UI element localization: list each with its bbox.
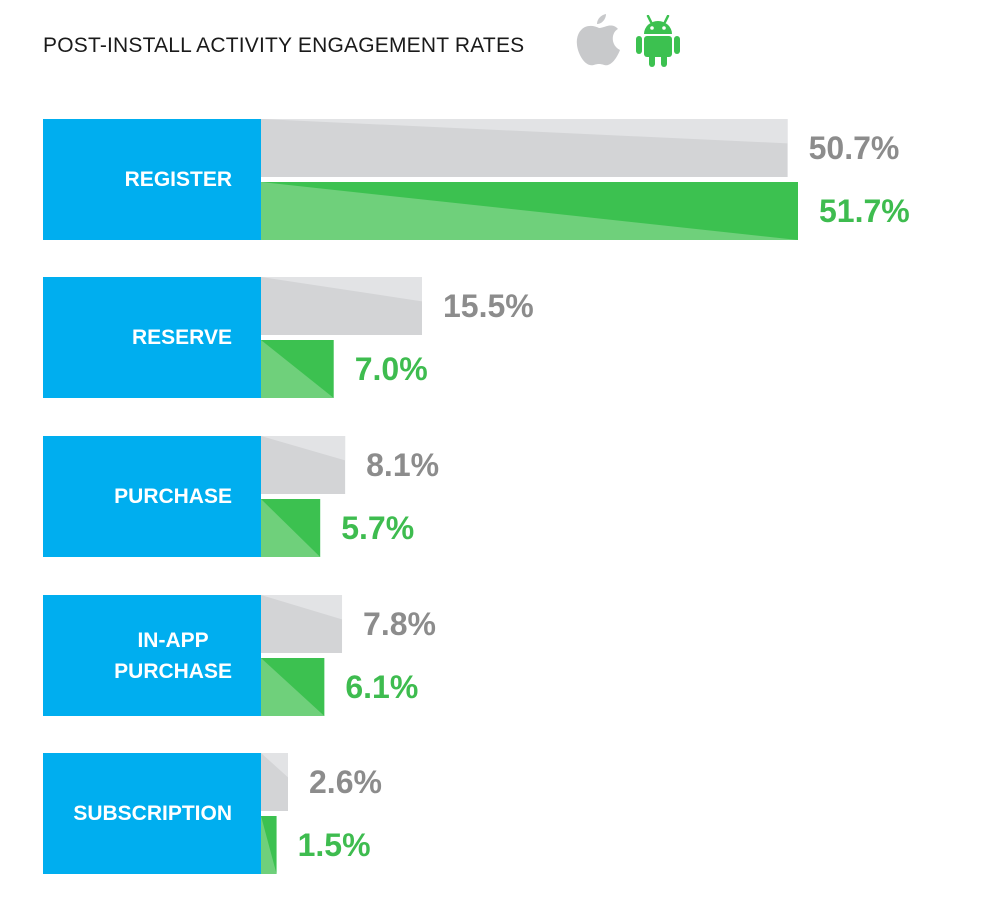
android-value-label: 7.0% bbox=[355, 351, 428, 387]
ios-bar bbox=[261, 595, 343, 653]
category-label-line: RESERVE bbox=[132, 326, 232, 349]
ios-bar-shade bbox=[261, 119, 788, 144]
category-label-line: IN-APP bbox=[137, 628, 209, 652]
ios-bar-shade bbox=[261, 753, 289, 778]
ios-bar bbox=[261, 436, 346, 494]
ios-bar bbox=[261, 119, 788, 177]
category-label: REGISTER bbox=[43, 119, 261, 240]
ios-bar-shade bbox=[261, 277, 422, 302]
category-label: RESERVE bbox=[43, 277, 261, 398]
ios-value-label: 7.8% bbox=[363, 606, 436, 642]
chart-title: POST-INSTALL ACTIVITY ENGAGEMENT RATES bbox=[43, 34, 525, 57]
android-bar bbox=[261, 182, 798, 240]
android-bar bbox=[261, 658, 325, 716]
android-value-label: 51.7% bbox=[819, 193, 910, 229]
android-bar-shade bbox=[261, 182, 798, 240]
android-value-label: 6.1% bbox=[345, 669, 418, 705]
category-label: PURCHASE bbox=[43, 436, 261, 557]
ios-bar-shade bbox=[261, 436, 346, 461]
ios-value-label: 8.1% bbox=[366, 447, 439, 483]
android-bar-shade bbox=[261, 816, 277, 874]
category-label-line: PURCHASE bbox=[114, 485, 232, 508]
ios-bar bbox=[261, 753, 289, 811]
ios-value-label: 50.7% bbox=[809, 130, 900, 166]
ios-bar bbox=[261, 277, 422, 335]
category-label-line: SUBSCRIPTION bbox=[73, 802, 232, 825]
android-value-label: 5.7% bbox=[341, 510, 414, 546]
category-label-text: REGISTER bbox=[125, 164, 232, 195]
ios-value-label: 15.5% bbox=[443, 288, 534, 324]
category-label-text: IN-APP PURCHASE bbox=[114, 625, 232, 687]
ios-value-label: 2.6% bbox=[309, 764, 382, 800]
category-label: IN-APP PURCHASE bbox=[43, 595, 261, 716]
android-bar-shade bbox=[261, 658, 325, 716]
android-bar bbox=[261, 499, 321, 557]
category-label-line: REGISTER bbox=[124, 168, 232, 191]
category-label-text: SUBSCRIPTION bbox=[73, 798, 232, 829]
ios-bar-shade bbox=[261, 595, 343, 620]
android-icon bbox=[636, 15, 680, 67]
android-bar bbox=[261, 340, 334, 398]
android-bar bbox=[261, 816, 277, 874]
category-label-text: PURCHASE bbox=[114, 481, 232, 512]
android-value-label: 1.5% bbox=[298, 827, 371, 863]
category-label: SUBSCRIPTION bbox=[43, 753, 261, 874]
category-label-line: PURCHASE bbox=[114, 659, 232, 683]
apple-icon bbox=[576, 14, 620, 66]
android-bar-shade bbox=[261, 499, 321, 557]
android-bar-shade bbox=[261, 340, 334, 398]
category-label-text: RESERVE bbox=[132, 322, 232, 353]
